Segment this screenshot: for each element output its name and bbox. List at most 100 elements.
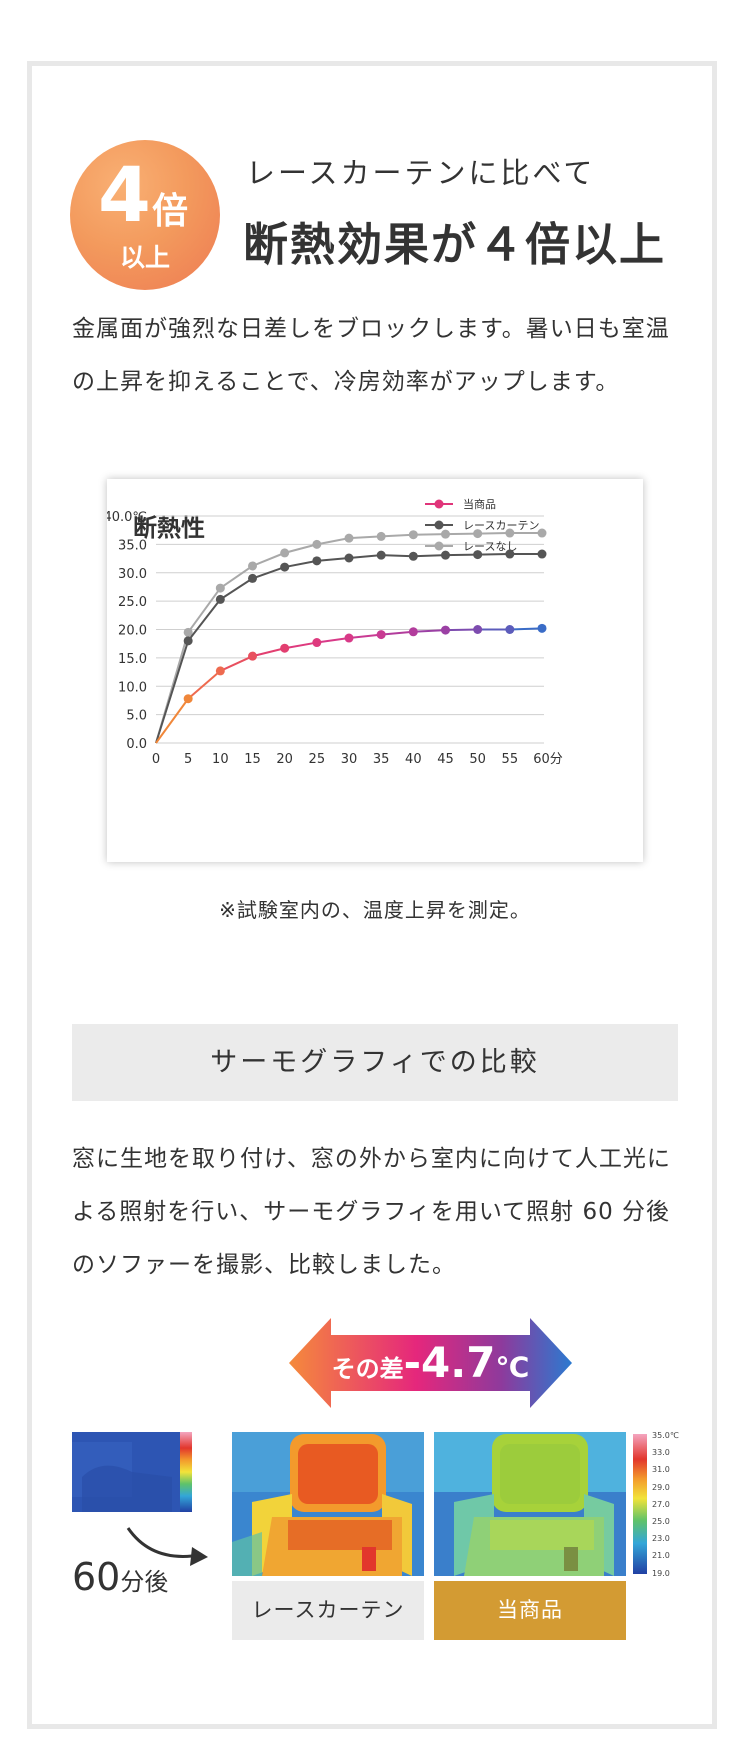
x-tick-label: 50 bbox=[469, 752, 486, 767]
temperature-scale-labels: 35.0℃ 33.0 31.0 29.0 27.0 25.0 23.0 21.0 19.0 bbox=[652, 1431, 682, 1586]
body-line: よる照射を行い、サーモグラフィを用いて照射 60 分後 bbox=[72, 1199, 671, 1225]
y-tick-label: 0.0 bbox=[126, 737, 147, 752]
data-point-当商品 bbox=[215, 666, 225, 676]
x-tick-label: 5 bbox=[184, 752, 192, 767]
intro-line: の上昇を抑えることで、冷房効率がアップします。 bbox=[72, 369, 620, 395]
series-segment-当商品 bbox=[348, 633, 382, 640]
temperature-scale-bar bbox=[633, 1434, 647, 1574]
before-color-scale bbox=[180, 1432, 192, 1512]
data-point-レースカーテン bbox=[505, 549, 515, 559]
scale-label: 35.0℃ bbox=[652, 1431, 679, 1440]
data-point-レースカーテン bbox=[248, 573, 257, 583]
data-point-当商品 bbox=[344, 633, 354, 643]
series-segment-当商品 bbox=[155, 698, 189, 744]
scale-label: 29.0 bbox=[652, 1482, 670, 1492]
curved-arrow-icon bbox=[126, 1527, 208, 1566]
intro-paragraph: 金属面が強烈な日差しをブロックします。暑い日も室温 の上昇を抑えることで、冷房効… bbox=[72, 303, 682, 409]
product-thermal-image bbox=[434, 1432, 626, 1576]
after-60-minutes: 60分後 bbox=[72, 1555, 168, 1599]
legend-label: レースカーテン bbox=[463, 519, 539, 532]
intro-line: 金属面が強烈な日差しをブロックします。暑い日も室温 bbox=[72, 316, 670, 342]
data-point-レースカーテン bbox=[537, 549, 547, 559]
data-point-レースカーテン bbox=[280, 562, 290, 572]
diff-prefix: その差 bbox=[331, 1355, 404, 1383]
scale-label: 27.0 bbox=[652, 1499, 670, 1509]
before-thermal-image bbox=[72, 1432, 180, 1512]
badge-number: 4 bbox=[98, 150, 151, 239]
section-heading: サーモグラフィでの比較 bbox=[72, 1024, 678, 1101]
y-tick-label: 15.0 bbox=[118, 652, 147, 667]
series-segment-当商品 bbox=[445, 628, 478, 632]
caption-product: 当商品 bbox=[434, 1581, 626, 1640]
series-segment-当商品 bbox=[413, 629, 446, 633]
body-line: 窓に生地を取り付け、窓の外から室内に向けて人工光に bbox=[72, 1146, 671, 1172]
x-tick-label: 55 bbox=[502, 752, 519, 767]
insulation-chart-card: 断熱性 当商品 レースカーテン レースなし 0 5 10 15 20 25 30 35 40 45 50… bbox=[107, 479, 643, 862]
y-tick-label: 30.0 bbox=[118, 567, 147, 582]
data-point-当商品 bbox=[183, 694, 193, 704]
after-number: 60 bbox=[72, 1555, 121, 1599]
x-tick-label: 45 bbox=[437, 752, 454, 767]
data-point-レースなし bbox=[505, 528, 515, 538]
data-point-当商品 bbox=[473, 625, 483, 634]
data-point-レースカーテン bbox=[376, 550, 386, 560]
scale-label: 23.0 bbox=[652, 1534, 670, 1544]
data-point-当商品 bbox=[280, 643, 290, 653]
series-segment-当商品 bbox=[284, 641, 318, 650]
data-point-レースなし bbox=[312, 539, 322, 549]
x-tick-label: 40 bbox=[405, 752, 422, 767]
badge-unit: 倍 bbox=[152, 191, 189, 232]
data-point-レースなし bbox=[344, 533, 354, 543]
data-point-レースなし bbox=[473, 529, 483, 539]
caption-lace-curtain: レースカーテン bbox=[232, 1581, 424, 1640]
x-tick-label: 35 bbox=[373, 752, 390, 767]
x-tick-label: 60分 bbox=[533, 752, 563, 767]
body-line: のソファーを撮影、比較しました。 bbox=[72, 1252, 456, 1278]
x-tick-label: 0 bbox=[152, 752, 160, 767]
data-point-レースなし bbox=[248, 561, 257, 571]
data-point-当商品 bbox=[408, 627, 418, 637]
y-tick-label: 5.0 bbox=[126, 709, 147, 724]
legend-marker bbox=[434, 520, 444, 530]
data-point-レースなし bbox=[183, 627, 193, 637]
data-point-レースカーテン bbox=[312, 556, 322, 566]
data-point-当商品 bbox=[537, 623, 547, 633]
series-segment-当商品 bbox=[316, 637, 350, 644]
lead-text: レースカーテンに比べて bbox=[246, 156, 596, 190]
data-point-当商品 bbox=[376, 630, 386, 640]
data-point-レースカーテン bbox=[215, 594, 225, 604]
x-tick-label: 25 bbox=[309, 752, 326, 767]
x-tick-label: 30 bbox=[341, 752, 358, 767]
legend-marker bbox=[434, 541, 444, 551]
four-times-badge: 4 倍 以上 bbox=[70, 140, 220, 290]
scale-label: 31.0 bbox=[652, 1465, 670, 1475]
data-point-レースなし bbox=[537, 528, 547, 538]
data-point-レースカーテン bbox=[473, 550, 483, 560]
chart-title: 断熱性 bbox=[133, 514, 205, 542]
data-point-当商品 bbox=[505, 625, 515, 634]
data-point-当商品 bbox=[248, 651, 257, 661]
difference-arrow bbox=[289, 1318, 572, 1408]
y-tick-label: 10.0 bbox=[118, 680, 147, 695]
after-unit: 分後 bbox=[120, 1568, 169, 1596]
badge-sub: 以上 bbox=[119, 243, 170, 272]
data-point-レースなし bbox=[215, 583, 225, 593]
data-point-レースカーテン bbox=[441, 550, 450, 560]
data-point-レースカーテン bbox=[183, 636, 193, 646]
series-segment-当商品 bbox=[219, 655, 253, 672]
scale-label: 33.0 bbox=[652, 1448, 670, 1458]
y-tick-label: 20.0 bbox=[118, 624, 147, 639]
data-point-レースなし bbox=[376, 531, 386, 541]
y-tick-label: 35.0 bbox=[118, 538, 147, 553]
legend-marker bbox=[434, 499, 444, 509]
comparison-paragraph: 窓に生地を取り付け、窓の外から室内に向けて人工光に よる照射を行い、サーモグラフ… bbox=[72, 1133, 682, 1292]
diff-value: -4.7 bbox=[403, 1338, 496, 1387]
y-tick-label: 40.0℃ bbox=[107, 510, 147, 525]
data-point-当商品 bbox=[441, 625, 450, 635]
series-segment-当商品 bbox=[509, 627, 543, 631]
x-tick-label: 15 bbox=[244, 752, 261, 767]
series-segment-当商品 bbox=[187, 670, 221, 700]
data-point-レースカーテン bbox=[344, 553, 354, 563]
scale-label: 21.0 bbox=[652, 1551, 670, 1561]
